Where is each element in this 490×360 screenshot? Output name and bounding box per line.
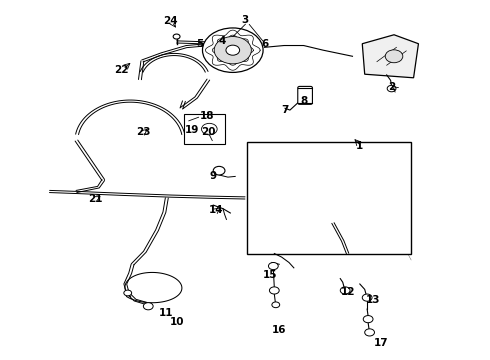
Text: 15: 15: [263, 270, 278, 280]
Text: 17: 17: [373, 338, 388, 348]
Circle shape: [144, 303, 153, 310]
Text: 24: 24: [164, 17, 178, 27]
Circle shape: [213, 166, 225, 175]
Text: 21: 21: [88, 194, 102, 204]
Text: 4: 4: [219, 36, 226, 46]
Text: 9: 9: [210, 171, 217, 181]
Polygon shape: [362, 35, 418, 78]
Text: 14: 14: [208, 206, 223, 216]
FancyBboxPatch shape: [298, 86, 313, 104]
Circle shape: [214, 37, 251, 64]
Circle shape: [362, 294, 372, 301]
Circle shape: [270, 287, 279, 294]
Text: 10: 10: [170, 317, 184, 327]
Circle shape: [269, 262, 278, 270]
Text: 16: 16: [272, 325, 287, 334]
Circle shape: [201, 123, 217, 135]
Circle shape: [124, 290, 132, 296]
Circle shape: [363, 316, 373, 323]
Text: 7: 7: [281, 105, 289, 115]
Circle shape: [340, 287, 350, 294]
Text: 6: 6: [261, 40, 268, 49]
Text: 13: 13: [366, 295, 380, 305]
Circle shape: [202, 28, 263, 72]
Bar: [247, 142, 411, 253]
Text: 20: 20: [201, 127, 216, 136]
Circle shape: [385, 50, 403, 63]
Text: 3: 3: [242, 15, 248, 26]
Bar: [184, 114, 225, 144]
Circle shape: [387, 85, 396, 92]
Text: 22: 22: [115, 64, 129, 75]
Text: 23: 23: [136, 127, 150, 136]
Circle shape: [226, 45, 240, 55]
Circle shape: [173, 34, 180, 39]
Text: 8: 8: [300, 96, 307, 106]
Text: 18: 18: [199, 111, 214, 121]
Text: 12: 12: [341, 287, 355, 297]
Text: 1: 1: [356, 141, 364, 151]
Text: 11: 11: [159, 309, 173, 318]
Circle shape: [365, 329, 374, 336]
Circle shape: [272, 302, 280, 308]
Text: 19: 19: [185, 125, 199, 135]
Text: 2: 2: [388, 82, 395, 92]
Text: 5: 5: [196, 39, 204, 49]
